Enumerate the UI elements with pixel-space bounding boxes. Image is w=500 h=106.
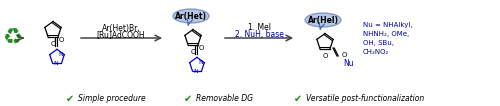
Text: O: O: [50, 42, 56, 47]
Text: O: O: [342, 52, 347, 58]
Text: N: N: [194, 69, 198, 74]
Text: NHNH₂, OMe,: NHNH₂, OMe,: [363, 31, 409, 37]
Text: CH₂NO₂: CH₂NO₂: [363, 49, 390, 55]
Text: 2. NuH, base: 2. NuH, base: [234, 29, 284, 38]
Text: Versatile post-functionalization: Versatile post-functionalization: [306, 94, 424, 103]
Text: 1. MeI: 1. MeI: [248, 22, 270, 31]
Text: O: O: [190, 50, 196, 56]
Text: Ar(Hel): Ar(Hel): [308, 15, 338, 24]
Ellipse shape: [305, 13, 341, 27]
Text: N: N: [54, 61, 59, 66]
Text: Ar(Het)Br,: Ar(Het)Br,: [102, 24, 140, 33]
Text: Ar(Het): Ar(Het): [175, 11, 207, 20]
Text: ✔: ✔: [294, 94, 302, 104]
Text: N: N: [58, 52, 64, 57]
Text: Simple procedure: Simple procedure: [78, 94, 146, 103]
Text: Nu = NHAlkyl,: Nu = NHAlkyl,: [363, 22, 412, 28]
Text: O: O: [322, 54, 328, 59]
Text: ✔: ✔: [66, 94, 74, 104]
Text: ♻: ♻: [2, 28, 22, 48]
Text: Nu: Nu: [343, 59, 353, 68]
Text: O: O: [199, 45, 204, 51]
Text: OH, SBu,: OH, SBu,: [363, 40, 394, 46]
Text: [Ru]AdCOOH: [Ru]AdCOOH: [96, 31, 146, 40]
Text: Removable DG: Removable DG: [196, 94, 252, 103]
Text: N: N: [198, 60, 203, 65]
Ellipse shape: [173, 9, 209, 23]
Text: O: O: [59, 37, 64, 43]
Text: ✔: ✔: [184, 94, 192, 104]
